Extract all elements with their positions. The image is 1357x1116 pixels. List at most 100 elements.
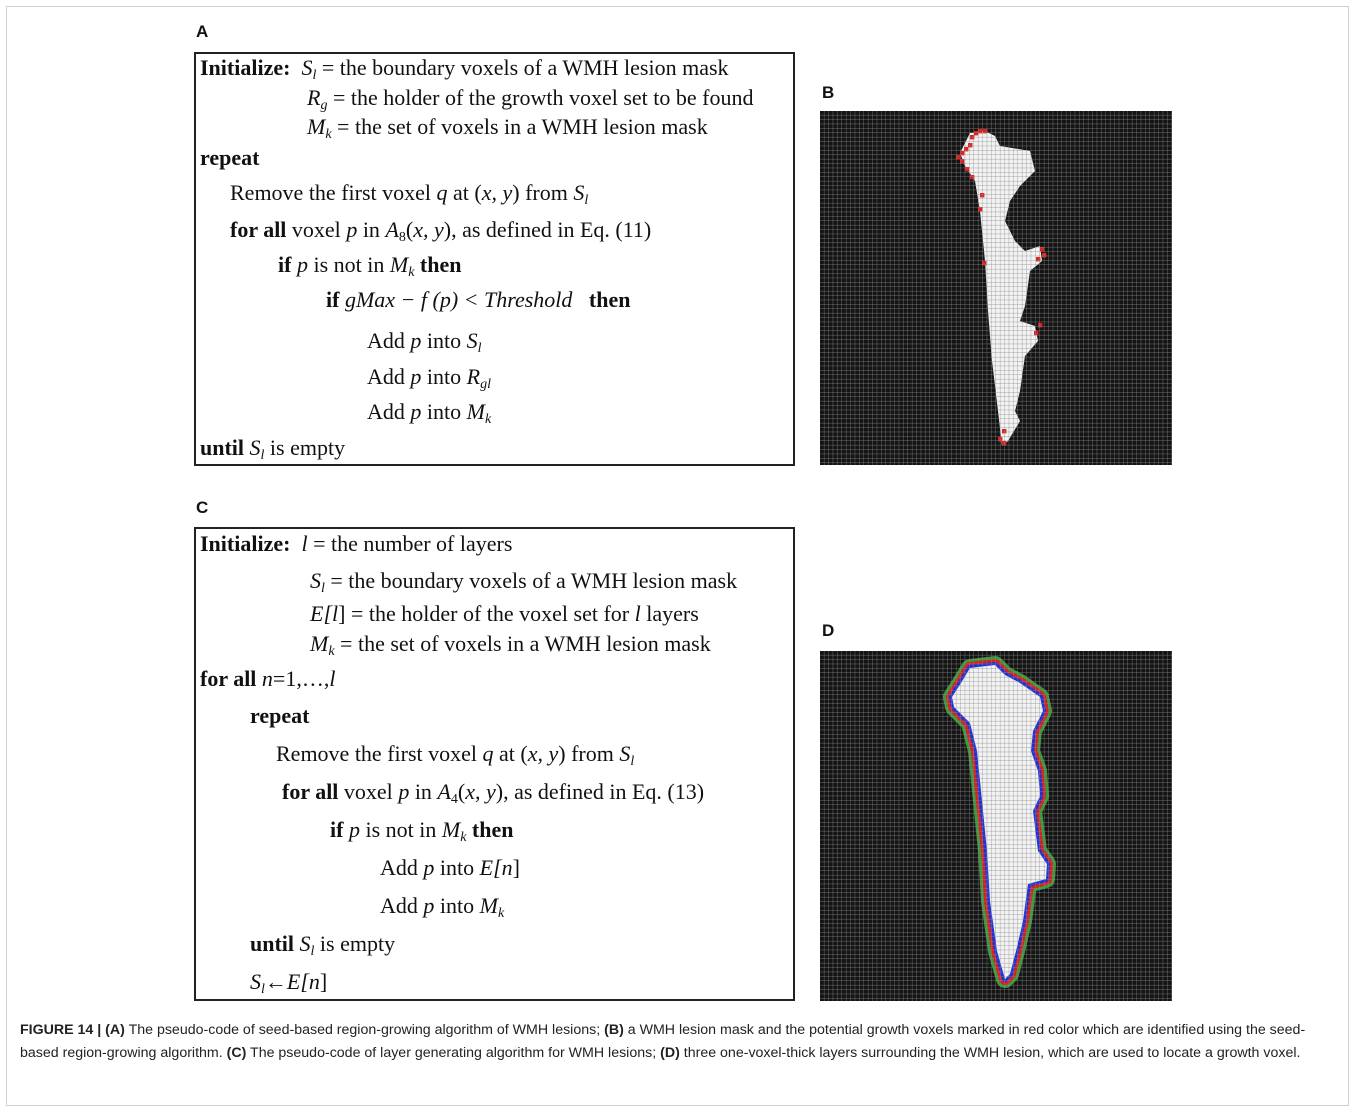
- layer-image: [820, 651, 1172, 1001]
- code-text: for all: [200, 666, 256, 691]
- code-text: p: [410, 399, 421, 424]
- code-text: 4: [451, 792, 458, 807]
- code-text: is empty: [320, 931, 395, 956]
- code-text: k: [485, 412, 491, 427]
- panel-label: C: [196, 498, 208, 518]
- code-text: l: [301, 531, 307, 556]
- code-text: if: [330, 817, 343, 842]
- code-text: ]: [320, 969, 327, 994]
- code-text: l: [329, 666, 335, 691]
- code-text: S: [573, 180, 584, 205]
- code-text: l: [584, 193, 588, 208]
- code-text: ), as defined in Eq. (11): [444, 217, 652, 242]
- code-text: p: [410, 328, 421, 353]
- code-text: q: [437, 180, 448, 205]
- code-text: k: [498, 906, 504, 921]
- code-text: The pseudo-code of seed-based region-gro…: [129, 1022, 601, 1038]
- code-text: n: [309, 969, 320, 994]
- code-text: = the boundary voxels of a WMH lesion ma…: [330, 568, 737, 593]
- code-text: for all: [282, 779, 338, 804]
- code-text: into: [427, 364, 461, 389]
- code-text: into: [427, 399, 461, 424]
- code-text: = the boundary voxels of a WMH lesion ma…: [322, 55, 729, 80]
- code-text: then: [420, 252, 462, 277]
- code-text: M: [480, 893, 498, 918]
- code-text: (D): [660, 1045, 680, 1061]
- code-text: S: [301, 55, 312, 80]
- code-text: p: [349, 817, 360, 842]
- code-text: M: [390, 252, 408, 277]
- page: A Initialize: Sl = the boundary voxels o…: [0, 0, 1357, 1116]
- code-text: S: [619, 741, 630, 766]
- code-text: l: [630, 754, 634, 769]
- code-text: Add: [380, 855, 418, 880]
- caption: FIGURE 14 | (A) The pseudo-code of seed-…: [20, 1019, 1338, 1065]
- panel-label: B: [822, 83, 834, 103]
- code-text: ]: [513, 855, 520, 880]
- code-text: (C): [227, 1045, 247, 1061]
- code-text: ) from: [512, 180, 568, 205]
- code-text: at (: [499, 741, 528, 766]
- code-text: x, y: [482, 180, 513, 205]
- code-text: repeat: [200, 145, 259, 170]
- code-text: voxel: [292, 217, 341, 242]
- code-text: into: [427, 328, 461, 353]
- code-text: l: [261, 448, 265, 463]
- code-text: k: [460, 830, 466, 845]
- code-text: The pseudo-code of layer generating algo…: [250, 1045, 656, 1061]
- code-text: ), as defined in Eq. (13): [496, 779, 704, 804]
- code-text: is not in: [365, 817, 436, 842]
- code-text: = the set of voxels in a WMH lesion mask: [340, 631, 711, 656]
- code-text: M: [307, 114, 325, 139]
- code-text: if: [326, 287, 339, 312]
- code-text: (B): [604, 1022, 624, 1038]
- grid: [820, 651, 1172, 1001]
- code-text: n: [502, 855, 513, 880]
- code-text: into: [440, 855, 474, 880]
- code-text: x, y: [413, 217, 444, 242]
- code-text: l: [478, 341, 482, 356]
- code-text: M: [442, 817, 460, 842]
- code-text: = the holder of the growth voxel set to …: [333, 85, 754, 110]
- code-text: S: [250, 969, 261, 994]
- code-text: l: [635, 601, 641, 626]
- code-text: ←: [265, 969, 287, 994]
- code-text: Remove the first voxel: [230, 180, 431, 205]
- code-text: p: [297, 252, 308, 277]
- code-text: S: [310, 568, 321, 593]
- code-text: Add: [367, 399, 405, 424]
- code-text: Initialize:: [200, 55, 290, 80]
- code-text: M: [467, 399, 485, 424]
- code-text: S: [250, 435, 261, 460]
- code-text: in: [415, 779, 432, 804]
- code-text: S: [300, 931, 311, 956]
- code-text: p: [423, 893, 434, 918]
- code-text: ] = the holder of the voxel set for: [338, 601, 629, 626]
- code-text: p: [410, 364, 421, 389]
- code-text: n: [262, 666, 273, 691]
- code-text: gMax − f (p) < Threshold: [345, 287, 572, 312]
- code-text: R: [467, 364, 480, 389]
- code-text: x, y: [465, 779, 496, 804]
- code-text: is empty: [270, 435, 345, 460]
- code-text: into: [440, 893, 474, 918]
- code-text: then: [472, 817, 514, 842]
- code-text: for all: [230, 217, 286, 242]
- code-text: Add: [380, 893, 418, 918]
- code-text: =1,…,: [273, 666, 329, 691]
- code-text: E[: [287, 969, 309, 994]
- code-text: then: [589, 287, 631, 312]
- code-text: Remove the first voxel: [276, 741, 477, 766]
- lesion-image: [820, 111, 1172, 465]
- code-text: S: [467, 328, 478, 353]
- grid: [820, 111, 1172, 465]
- code-text: if: [278, 252, 291, 277]
- code-text: k: [325, 127, 331, 142]
- code-text: R: [307, 85, 320, 110]
- code-text: A: [437, 779, 450, 804]
- panel-label: D: [822, 621, 834, 641]
- code-text: l: [321, 581, 325, 596]
- code-text: ) from: [558, 741, 614, 766]
- code-text: p: [423, 855, 434, 880]
- code-text: = the set of voxels in a WMH lesion mask: [337, 114, 708, 139]
